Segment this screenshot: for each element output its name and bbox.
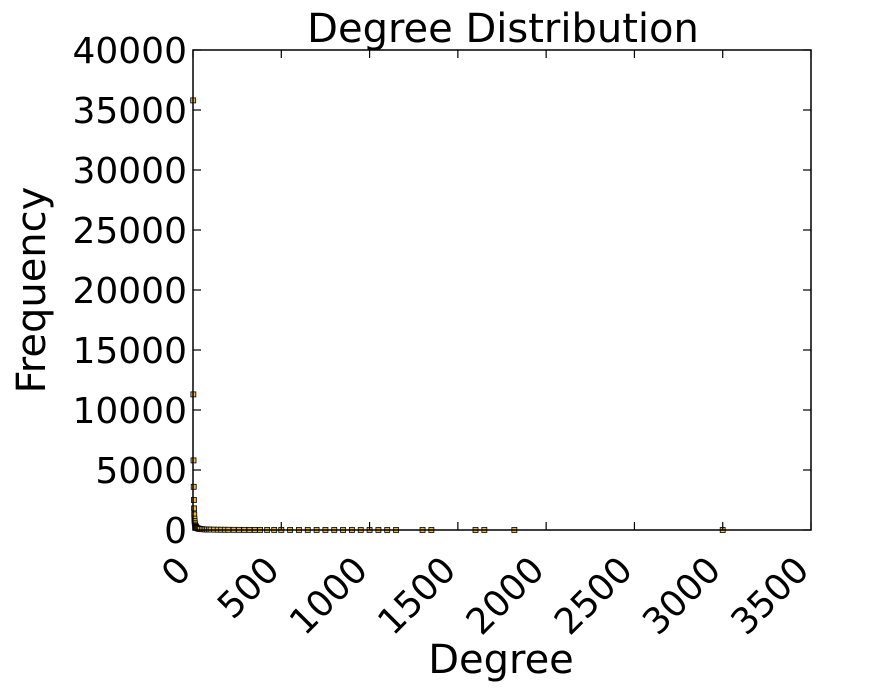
data-point [191,505,197,512]
y-tick-label: 15000 [72,331,187,372]
y-tick-label: 10000 [72,391,187,432]
y-tick-label: 0 [164,511,187,552]
y-tick-label: 25000 [72,211,187,252]
y-tick-label: 5000 [95,451,187,492]
y-tick-label: 35000 [72,91,187,132]
chart-title: Degree Distribution [307,6,699,52]
y-tick-label: 30000 [72,151,187,192]
ticks-layer [192,49,812,531]
data-point [190,497,197,503]
y-tick-label: 20000 [72,271,187,312]
y-tick-label: 40000 [72,31,187,72]
y-axis-label: Frequency [9,187,55,394]
x-axis-label: Degree [428,637,574,683]
